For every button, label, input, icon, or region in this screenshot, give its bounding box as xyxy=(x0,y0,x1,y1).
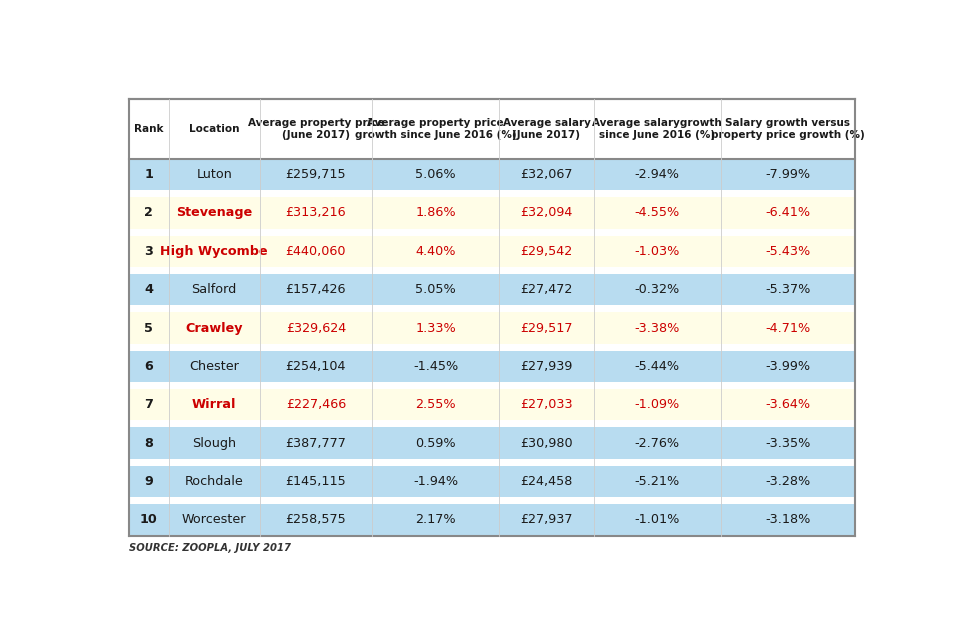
Bar xyxy=(129,459,855,466)
Text: 1: 1 xyxy=(144,168,154,181)
Text: 2.17%: 2.17% xyxy=(416,513,456,526)
Text: £32,067: £32,067 xyxy=(520,168,573,181)
Text: £27,939: £27,939 xyxy=(520,360,573,373)
Text: -7.99%: -7.99% xyxy=(765,168,810,181)
Bar xyxy=(129,428,855,459)
Bar xyxy=(129,497,855,504)
Text: -1.03%: -1.03% xyxy=(635,245,680,258)
Text: 2: 2 xyxy=(144,207,154,220)
Text: -3.35%: -3.35% xyxy=(765,436,810,450)
Text: £440,060: £440,060 xyxy=(286,245,347,258)
Text: -1.94%: -1.94% xyxy=(413,475,458,488)
Text: £313,216: £313,216 xyxy=(285,207,347,220)
Text: 1.86%: 1.86% xyxy=(416,207,456,220)
Text: 10: 10 xyxy=(140,513,157,526)
Text: £259,715: £259,715 xyxy=(285,168,347,181)
Text: 8: 8 xyxy=(144,436,154,450)
Text: -5.44%: -5.44% xyxy=(635,360,680,373)
Text: £157,426: £157,426 xyxy=(286,283,347,296)
Text: 3: 3 xyxy=(144,245,154,258)
Text: Worcester: Worcester xyxy=(182,513,247,526)
Bar xyxy=(129,382,855,389)
Text: -1.01%: -1.01% xyxy=(635,513,680,526)
Text: 5.06%: 5.06% xyxy=(416,168,456,181)
Text: Stevenage: Stevenage xyxy=(176,207,252,220)
Text: -2.94%: -2.94% xyxy=(635,168,680,181)
Text: -6.41%: -6.41% xyxy=(765,207,810,220)
Text: -0.32%: -0.32% xyxy=(635,283,680,296)
Text: Chester: Chester xyxy=(189,360,239,373)
Text: 4.40%: 4.40% xyxy=(416,245,456,258)
Bar xyxy=(129,305,855,312)
Bar xyxy=(129,389,855,420)
Text: 2.55%: 2.55% xyxy=(416,398,456,412)
Bar xyxy=(129,159,855,190)
Bar xyxy=(129,99,855,159)
Text: High Wycombe: High Wycombe xyxy=(160,245,268,258)
Text: £30,980: £30,980 xyxy=(520,436,573,450)
Text: 5: 5 xyxy=(144,321,154,335)
Bar xyxy=(129,197,855,228)
Text: Salary growth versus
property price growth (%): Salary growth versus property price grow… xyxy=(711,118,865,140)
Text: Rochdale: Rochdale xyxy=(185,475,244,488)
Bar xyxy=(129,351,855,382)
Text: £387,777: £387,777 xyxy=(285,436,347,450)
Bar xyxy=(129,274,855,305)
Text: 9: 9 xyxy=(144,475,154,488)
Text: 7: 7 xyxy=(144,398,154,412)
Text: -5.21%: -5.21% xyxy=(635,475,680,488)
Text: Average salarygrowth
since June 2016 (%): Average salarygrowth since June 2016 (%) xyxy=(592,118,722,140)
Text: £24,458: £24,458 xyxy=(520,475,573,488)
Text: Salford: Salford xyxy=(192,283,237,296)
Text: Average property price
(June 2017): Average property price (June 2017) xyxy=(248,118,384,140)
Bar xyxy=(129,190,855,197)
Bar xyxy=(129,466,855,497)
Text: Rank: Rank xyxy=(134,124,163,134)
Text: £254,104: £254,104 xyxy=(286,360,347,373)
Text: Average property price
growth since June 2016 (%): Average property price growth since June… xyxy=(355,118,516,140)
Text: SOURCE: ZOOPLA, JULY 2017: SOURCE: ZOOPLA, JULY 2017 xyxy=(129,543,291,553)
Text: 6: 6 xyxy=(145,360,154,373)
Text: -3.99%: -3.99% xyxy=(765,360,810,373)
Text: 0.59%: 0.59% xyxy=(416,436,456,450)
Text: £27,033: £27,033 xyxy=(520,398,573,412)
Text: £27,937: £27,937 xyxy=(520,513,573,526)
Text: -3.28%: -3.28% xyxy=(765,475,810,488)
Bar xyxy=(129,344,855,351)
Text: Luton: Luton xyxy=(196,168,232,181)
Text: -2.76%: -2.76% xyxy=(635,436,680,450)
Text: 5.05%: 5.05% xyxy=(416,283,456,296)
Text: -1.45%: -1.45% xyxy=(413,360,458,373)
Text: £145,115: £145,115 xyxy=(285,475,347,488)
Bar xyxy=(129,312,855,344)
Text: -4.71%: -4.71% xyxy=(765,321,810,335)
Text: £329,624: £329,624 xyxy=(286,321,346,335)
Text: 4: 4 xyxy=(144,283,154,296)
Text: Average salary
(June 2017): Average salary (June 2017) xyxy=(502,118,590,140)
Bar xyxy=(129,228,855,236)
Text: -1.09%: -1.09% xyxy=(635,398,680,412)
Bar xyxy=(129,504,855,536)
Text: -5.37%: -5.37% xyxy=(765,283,810,296)
Text: Slough: Slough xyxy=(192,436,236,450)
Text: £29,542: £29,542 xyxy=(520,245,572,258)
Text: -3.64%: -3.64% xyxy=(765,398,810,412)
Text: £32,094: £32,094 xyxy=(520,207,573,220)
Text: -3.18%: -3.18% xyxy=(765,513,810,526)
Text: -5.43%: -5.43% xyxy=(765,245,810,258)
Bar xyxy=(129,267,855,274)
Text: Crawley: Crawley xyxy=(185,321,243,335)
Text: £27,472: £27,472 xyxy=(520,283,573,296)
Text: -4.55%: -4.55% xyxy=(635,207,680,220)
Text: £258,575: £258,575 xyxy=(285,513,347,526)
Text: Wirral: Wirral xyxy=(192,398,236,412)
Text: £29,517: £29,517 xyxy=(520,321,573,335)
Text: 1.33%: 1.33% xyxy=(416,321,456,335)
Text: £227,466: £227,466 xyxy=(286,398,346,412)
Text: -3.38%: -3.38% xyxy=(635,321,680,335)
Bar xyxy=(129,236,855,267)
Bar xyxy=(129,420,855,428)
Text: Location: Location xyxy=(189,124,239,134)
